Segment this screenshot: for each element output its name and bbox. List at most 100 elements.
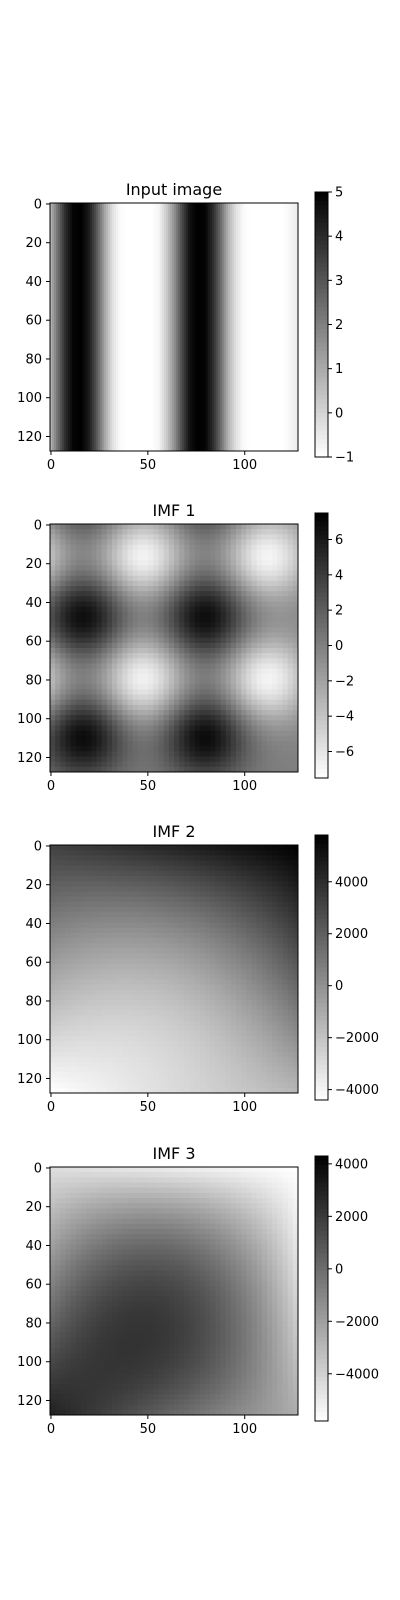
heatmap-cell	[137, 845, 144, 851]
heatmap-cell	[241, 766, 247, 773]
heatmap-cell	[220, 570, 227, 577]
heatmap-cell	[246, 766, 252, 773]
heatmap-cell	[230, 679, 237, 685]
heatmap-cell	[137, 580, 144, 587]
colorbar-segment	[315, 526, 328, 532]
heatmap-cell	[267, 689, 273, 695]
heatmap-cell	[267, 969, 273, 975]
heatmap-cell	[215, 1020, 221, 1027]
heatmap-cell	[50, 845, 56, 851]
heatmap-cell	[184, 601, 190, 608]
y-tick-label: 0	[34, 197, 42, 212]
heatmap-cell	[101, 673, 108, 680]
heatmap-cell	[96, 922, 103, 929]
colorbar-segment	[315, 284, 328, 290]
heatmap-cell	[267, 855, 273, 861]
heatmap-cell	[256, 586, 263, 592]
heatmap-cell	[179, 642, 185, 649]
heatmap-cell	[153, 1010, 159, 1016]
heatmap-cell	[230, 850, 237, 856]
heatmap-cell	[55, 943, 61, 949]
heatmap-cell	[184, 1051, 190, 1058]
heatmap-cell	[122, 720, 128, 726]
heatmap-cell	[163, 539, 170, 546]
heatmap-cell	[261, 1087, 268, 1094]
heatmap-cell	[277, 746, 283, 752]
heatmap-cell	[86, 1082, 92, 1089]
heatmap-cell	[261, 534, 268, 540]
heatmap-cell	[101, 699, 108, 706]
heatmap-cell	[251, 1072, 258, 1078]
heatmap-cell	[292, 1087, 299, 1094]
heatmap-cell	[122, 761, 128, 768]
heatmap-cell	[277, 1067, 283, 1073]
heatmap-cell	[236, 653, 242, 659]
heatmap-cell	[143, 617, 149, 623]
heatmap-cell	[148, 1062, 154, 1068]
heatmap-cell	[55, 689, 61, 695]
heatmap-cell	[50, 539, 56, 546]
heatmap-cell	[127, 529, 134, 535]
heatmap-cell	[70, 907, 77, 913]
heatmap-cell	[236, 876, 242, 882]
heatmap-cell	[132, 751, 139, 757]
heatmap-cell	[179, 994, 185, 1001]
heatmap-cell	[236, 932, 242, 939]
heatmap-cell	[251, 735, 258, 742]
heatmap-cell	[143, 1077, 149, 1084]
heatmap-cell	[199, 989, 206, 996]
heatmap-cell	[220, 932, 227, 939]
heatmap-cell	[287, 876, 294, 882]
heatmap-cell	[210, 580, 216, 587]
heatmap-cell	[70, 746, 77, 752]
heatmap-cell	[148, 534, 154, 540]
heatmap-cell	[272, 539, 278, 546]
heatmap-cell	[251, 1020, 258, 1027]
heatmap-cell	[112, 881, 118, 887]
heatmap-cell	[112, 896, 118, 903]
heatmap-cell	[230, 766, 237, 773]
heatmap-cell	[246, 617, 252, 623]
heatmap-cell	[81, 886, 87, 892]
heatmap-cell	[153, 974, 159, 980]
heatmap-cell	[143, 622, 149, 628]
heatmap-cell	[86, 881, 92, 887]
heatmap-cell	[246, 850, 252, 856]
heatmap-cell	[251, 761, 258, 768]
colorbar-segment	[315, 601, 328, 607]
heatmap-cell	[70, 927, 77, 934]
heatmap-cell	[65, 710, 72, 716]
heatmap-cell	[91, 1020, 97, 1027]
heatmap-cell	[256, 958, 263, 965]
heatmap-cell	[282, 611, 289, 618]
heatmap-cell	[65, 1010, 72, 1016]
heatmap-cell	[205, 984, 211, 991]
heatmap-cell	[153, 1072, 159, 1078]
heatmap-cell	[158, 886, 165, 892]
heatmap-cell	[189, 766, 196, 773]
heatmap-column	[176, 203, 179, 451]
heatmap-cell	[137, 653, 144, 659]
heatmap-column	[286, 203, 289, 451]
heatmap-cell	[106, 1062, 113, 1068]
heatmap-cell	[96, 1015, 103, 1022]
heatmap-cell	[122, 555, 128, 561]
heatmap-cell	[117, 979, 123, 985]
heatmap-cell	[137, 632, 144, 639]
heatmap-cell	[220, 886, 227, 892]
heatmap-cell	[101, 896, 108, 903]
heatmap-cell	[189, 1062, 196, 1068]
heatmap-cell	[55, 565, 61, 571]
heatmap-cell	[50, 850, 56, 856]
heatmap-cell	[60, 876, 66, 882]
heatmap-cell	[241, 1077, 247, 1084]
heatmap-cell	[225, 524, 232, 530]
heatmap-cell	[96, 637, 103, 644]
heatmap-cell	[210, 1010, 216, 1016]
heatmap-cell	[179, 943, 185, 949]
heatmap-cell	[179, 591, 185, 597]
heatmap-cell	[158, 591, 165, 597]
heatmap-cell	[261, 544, 268, 551]
heatmap-cell	[81, 1000, 87, 1006]
heatmap-cell	[143, 539, 149, 546]
